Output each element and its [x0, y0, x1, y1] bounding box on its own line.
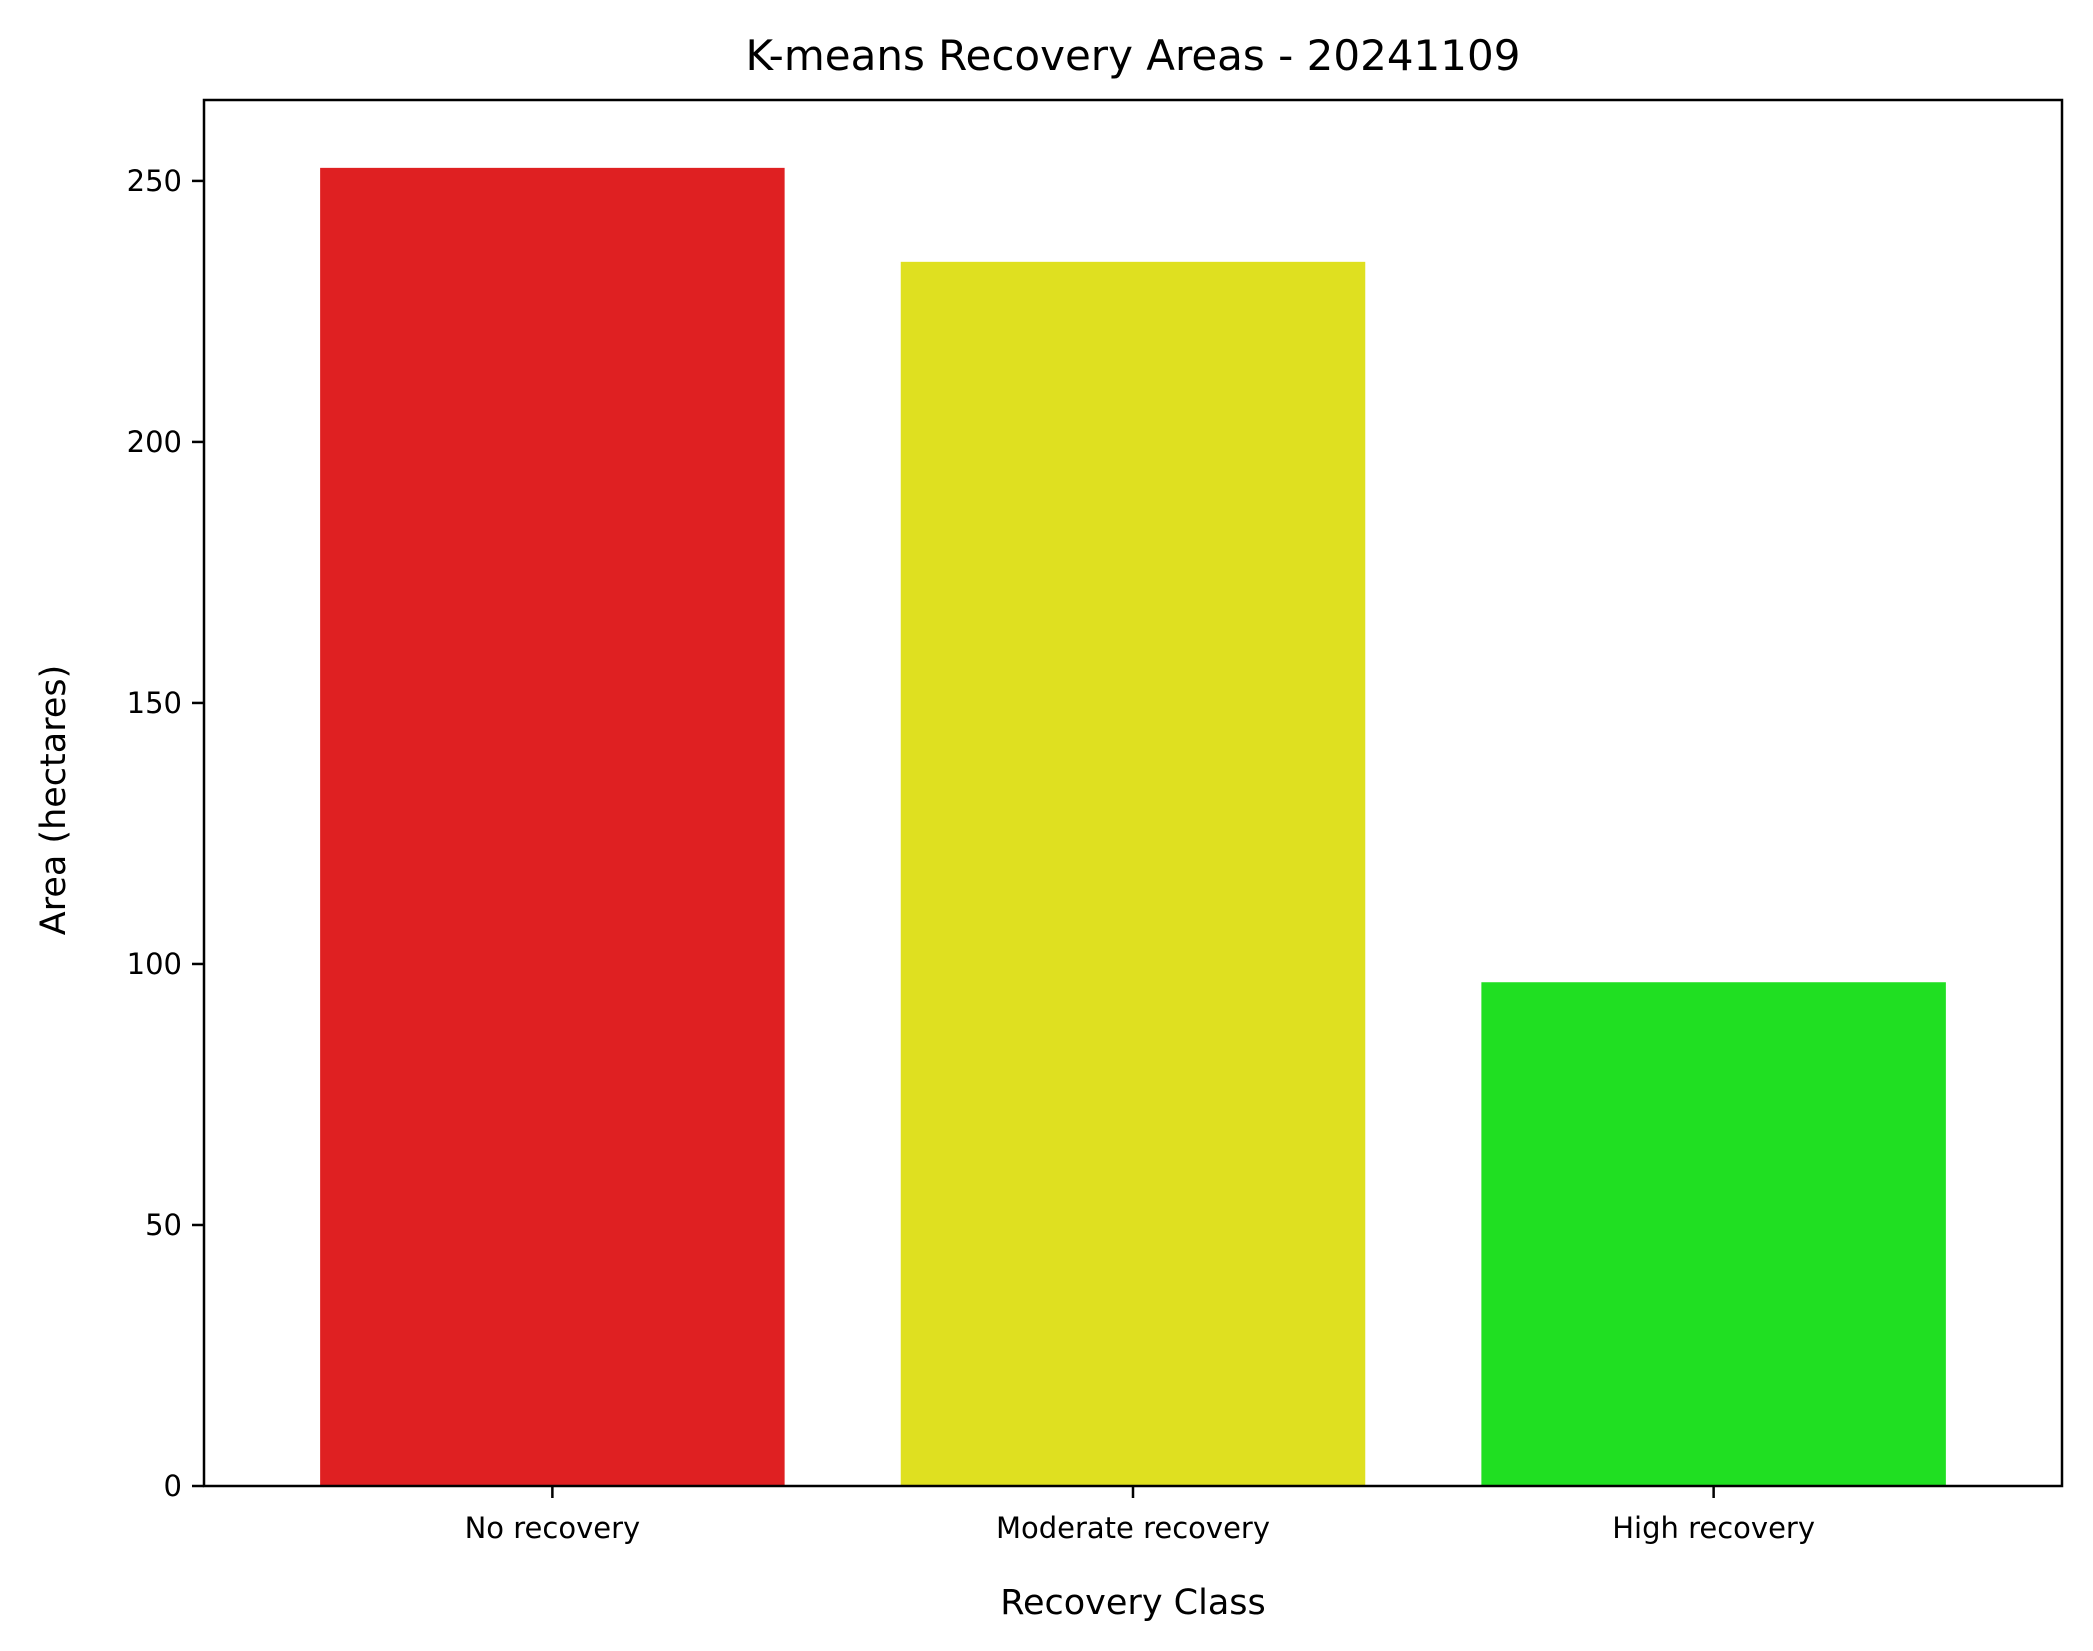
x-tick-label: Moderate recovery	[996, 1511, 1270, 1545]
y-tick-label: 200	[127, 425, 182, 459]
chart-title: K-means Recovery Areas - 20241109	[746, 31, 1521, 80]
bars-group	[320, 167, 1946, 1487]
x-axis-label: Recovery Class	[1000, 1583, 1266, 1623]
x-tick-label: No recovery	[465, 1511, 641, 1545]
y-axis-label: Area (hectares)	[34, 665, 74, 936]
x-tick-label: High recovery	[1612, 1511, 1815, 1545]
y-tick-label: 150	[127, 686, 182, 720]
y-axis: 0 50 100 150 200 250	[127, 164, 204, 1503]
x-axis: No recovery Moderate recovery High recover…	[465, 1486, 1815, 1545]
y-tick-label: 0	[164, 1469, 182, 1503]
bar-high-recovery	[1481, 982, 1946, 1486]
bar-no-recovery	[320, 167, 785, 1487]
plot-frame	[202, 98, 2064, 1488]
bar-moderate-recovery	[900, 261, 1366, 1486]
y-tick-label: 100	[127, 947, 182, 981]
y-tick-label: 50	[145, 1208, 182, 1242]
y-tick-label: 250	[127, 164, 182, 198]
